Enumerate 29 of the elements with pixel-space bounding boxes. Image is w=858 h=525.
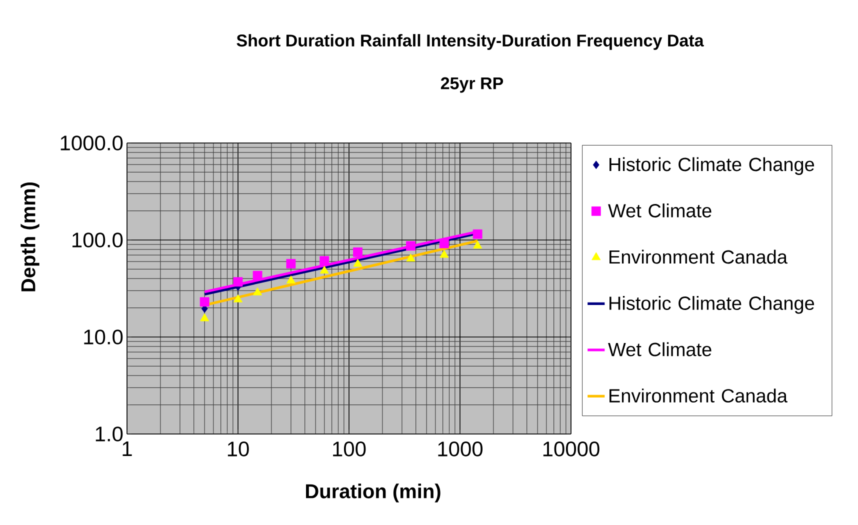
point	[439, 238, 449, 248]
legend-label: Wet Climate	[608, 342, 712, 356]
legend-label: Environment Canada	[610, 388, 788, 403]
x-tick-label: 100	[333, 442, 366, 456]
x-axis-title: Duration (min)	[306, 484, 440, 502]
legend-label: Wet Climate	[608, 204, 712, 218]
point	[200, 313, 210, 322]
x-tick-label: 1	[122, 442, 132, 456]
y-tick-label: 1000.0	[60, 136, 123, 150]
legend-label: Historic Climate Change	[610, 157, 814, 175]
point	[233, 294, 243, 302]
legend-label: Historic Climate Change	[610, 296, 814, 314]
y-tick-label: 100.0	[72, 232, 123, 248]
chart-title: Short Duration Rainfall Intensity-Duration Frequency Data	[236, 34, 704, 50]
y-tick-label: 1.0	[96, 426, 123, 442]
point	[233, 277, 243, 287]
x-tick-label: 1000	[438, 442, 483, 456]
point	[440, 250, 449, 258]
point	[406, 254, 416, 262]
point	[406, 241, 416, 251]
point	[472, 229, 482, 239]
y-tick-label: 10.0	[84, 330, 123, 344]
chart-subtitle: 25yr RP	[440, 77, 504, 93]
x-tick-label: 10	[228, 442, 249, 456]
point	[473, 240, 482, 249]
y-axis-title: Depth (mm)	[20, 182, 40, 292]
point	[200, 297, 210, 307]
legend-label: Environment Canada	[610, 250, 788, 264]
x-tick-label: 10000	[543, 442, 600, 456]
